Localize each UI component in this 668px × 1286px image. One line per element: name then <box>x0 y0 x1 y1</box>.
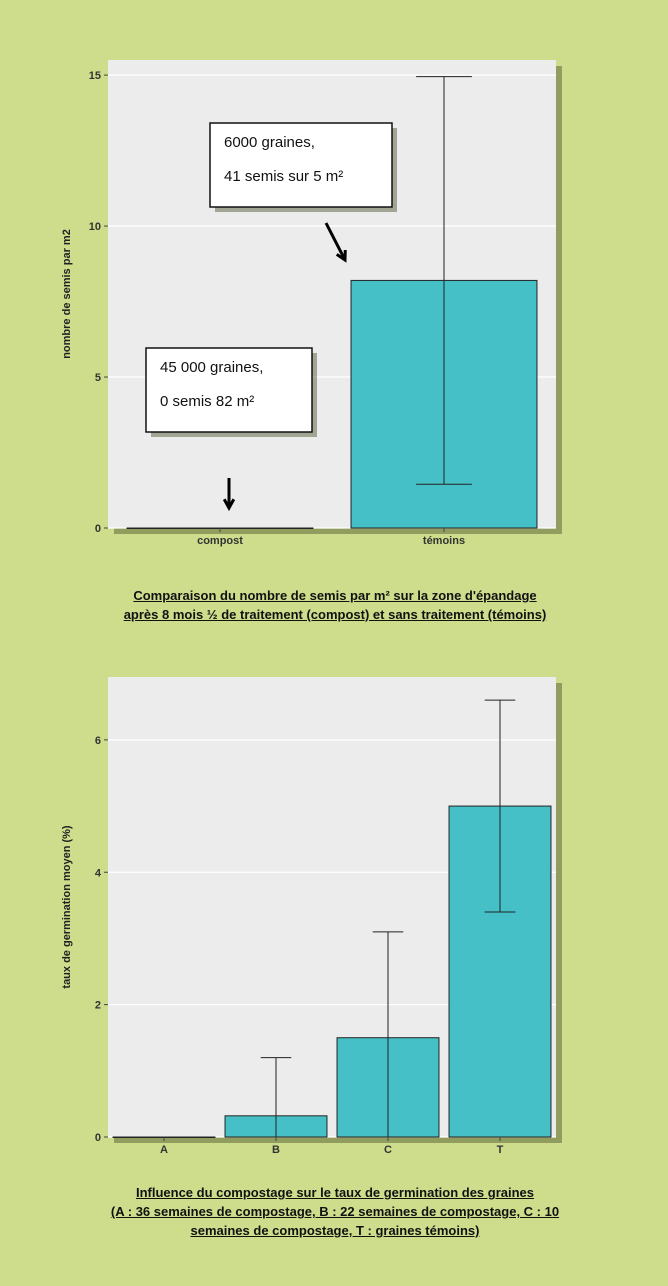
arrow-to-temoins <box>324 222 347 263</box>
chart1-y-tick-label: 0 <box>95 523 101 535</box>
annotation-temoins: 6000 graines, 41 semis sur 5 m² <box>209 122 397 212</box>
chart1-x-tick-label-compost: compost <box>197 535 243 547</box>
chart2-x-tick-label-T: T <box>497 1144 504 1156</box>
annotation-temoins-line-1: 6000 graines, <box>224 134 315 151</box>
chart1-y-tick-label: 15 <box>89 70 101 82</box>
chart2-caption-line-2: (A : 36 semaines de compostage, B : 22 s… <box>110 1204 560 1219</box>
chart2-caption-line-1: Influence du compostage sur le taux de g… <box>135 1185 535 1200</box>
annotation-temoins-line-2: 41 semis sur 5 m² <box>224 168 343 185</box>
annotation-compost-line-2: 0 semis 82 m² <box>160 393 254 410</box>
chart2-caption: Influence du compostage sur le taux de g… <box>40 1183 630 1240</box>
chart2-y-tick-label: 6 <box>95 735 101 747</box>
chart1-y-tick-label: 5 <box>95 372 101 384</box>
chart1-x-tick-label-témoins: témoins <box>423 535 465 547</box>
chart-germination-rate: 0 2 4 6 taux de germination moyen (%) A B C T <box>61 677 562 1156</box>
chart2-x-tick-label-A: A <box>160 1144 168 1156</box>
chart2-caption-line-3: semaines de compostage, T : graines témo… <box>190 1223 480 1238</box>
chart2-y-axis-title: taux de germination moyen (%) <box>61 825 73 989</box>
chart2-y-tick-label: 0 <box>95 1132 101 1144</box>
chart-seedlings-per-m2: 0 5 10 15 nombre de semis par m2 compost témoi… <box>61 60 562 547</box>
chart2-x-tick-label-B: B <box>272 1144 280 1156</box>
arrow-to-compost <box>222 478 236 512</box>
chart1-caption-line-2: après 8 mois ½ de traitement (compost) e… <box>123 607 547 622</box>
annotation-compost: 45 000 graines, 0 semis 82 m² <box>145 347 317 437</box>
chart2-y-tick-label: 2 <box>95 1000 101 1012</box>
chart1-y-tick-label: 10 <box>89 221 101 233</box>
chart1-caption: Comparaison du nombre de semis par m² su… <box>40 586 630 624</box>
chart2-y-tick-label: 4 <box>95 867 102 879</box>
chart2-x-tick-label-C: C <box>384 1144 392 1156</box>
chart1-caption-line-1: Comparaison du nombre de semis par m² su… <box>133 588 537 603</box>
annotation-compost-line-1: 45 000 graines, <box>160 359 263 376</box>
chart1-y-axis-title: nombre de semis par m2 <box>61 229 73 359</box>
